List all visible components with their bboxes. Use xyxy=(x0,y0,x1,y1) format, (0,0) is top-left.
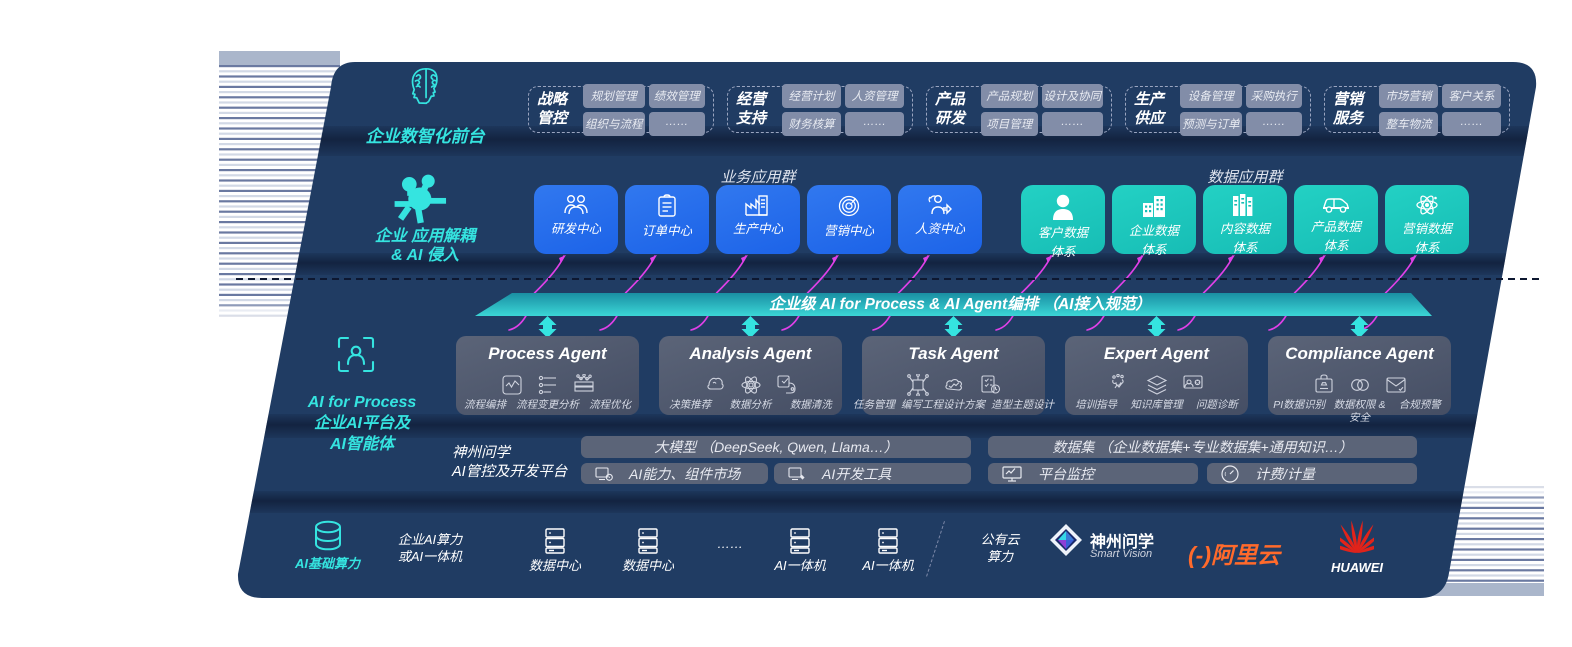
svg-text:企业AI平台及: 企业AI平台及 xyxy=(314,414,412,432)
svg-text:AI for Process: AI for Process xyxy=(307,394,417,411)
svg-text:& AI 侵入: & AI 侵入 xyxy=(391,246,459,264)
svg-text:企业数智化前台: 企业数智化前台 xyxy=(366,127,486,146)
svg-text:企业 应用解耦: 企业 应用解耦 xyxy=(375,227,478,245)
svg-text:企业级 AI for Process & AI Agent编: 企业级 AI for Process & AI Agent编排 （AI接入规范） xyxy=(769,295,1151,313)
svg-text:AI智能体: AI智能体 xyxy=(329,435,397,453)
